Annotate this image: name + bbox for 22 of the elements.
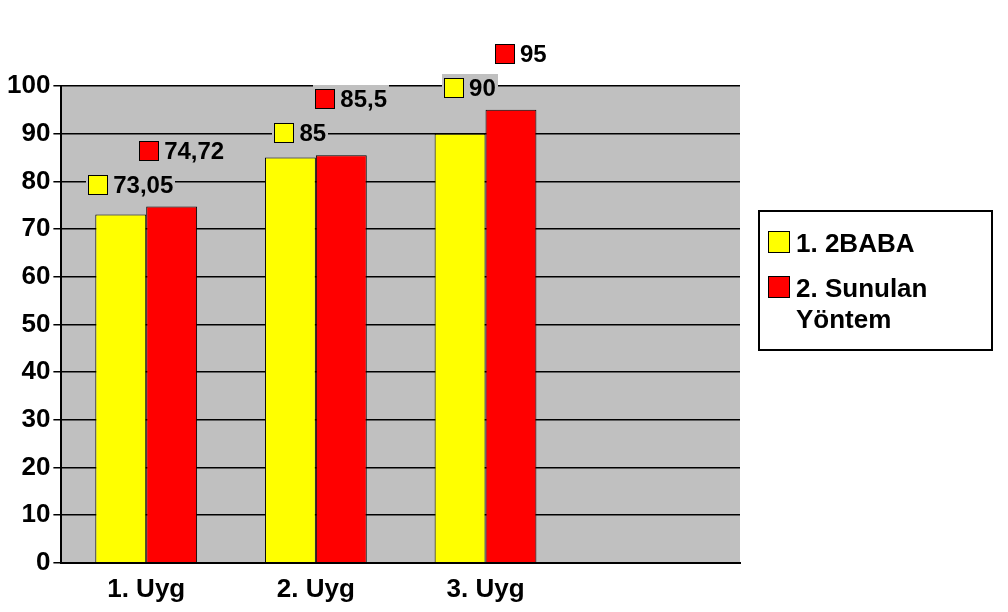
x-tick-label: 3. Uyg [446,572,525,603]
data-label: 74,72 [164,136,225,165]
data-label: 85,5 [340,85,388,114]
y-tick-label: 80 [21,164,51,195]
y-tick-label: 70 [21,212,51,243]
y-tick-label: 20 [21,450,51,481]
y-tick-label: 60 [21,259,51,290]
y-tick-label: 10 [21,498,51,529]
y-tick-label: 40 [21,355,51,386]
data-label: 73,05 [113,170,174,199]
y-tick-label: 100 [6,69,51,100]
y-tick-label: 30 [21,402,51,433]
legend-label: 2. Sunulan Yöntem [796,273,929,335]
y-tick-label: 50 [21,307,51,338]
x-tick-label: 1. Uyg [107,572,186,603]
data-label: 90 [469,73,496,102]
x-tick-label: 2. Uyg [276,572,355,603]
y-tick-label: 0 [35,545,51,576]
legend-label: 1. 2BABA [796,228,915,259]
data-label: 85 [299,119,327,148]
data-label: 95 [519,39,547,68]
y-tick-label: 90 [21,116,51,147]
